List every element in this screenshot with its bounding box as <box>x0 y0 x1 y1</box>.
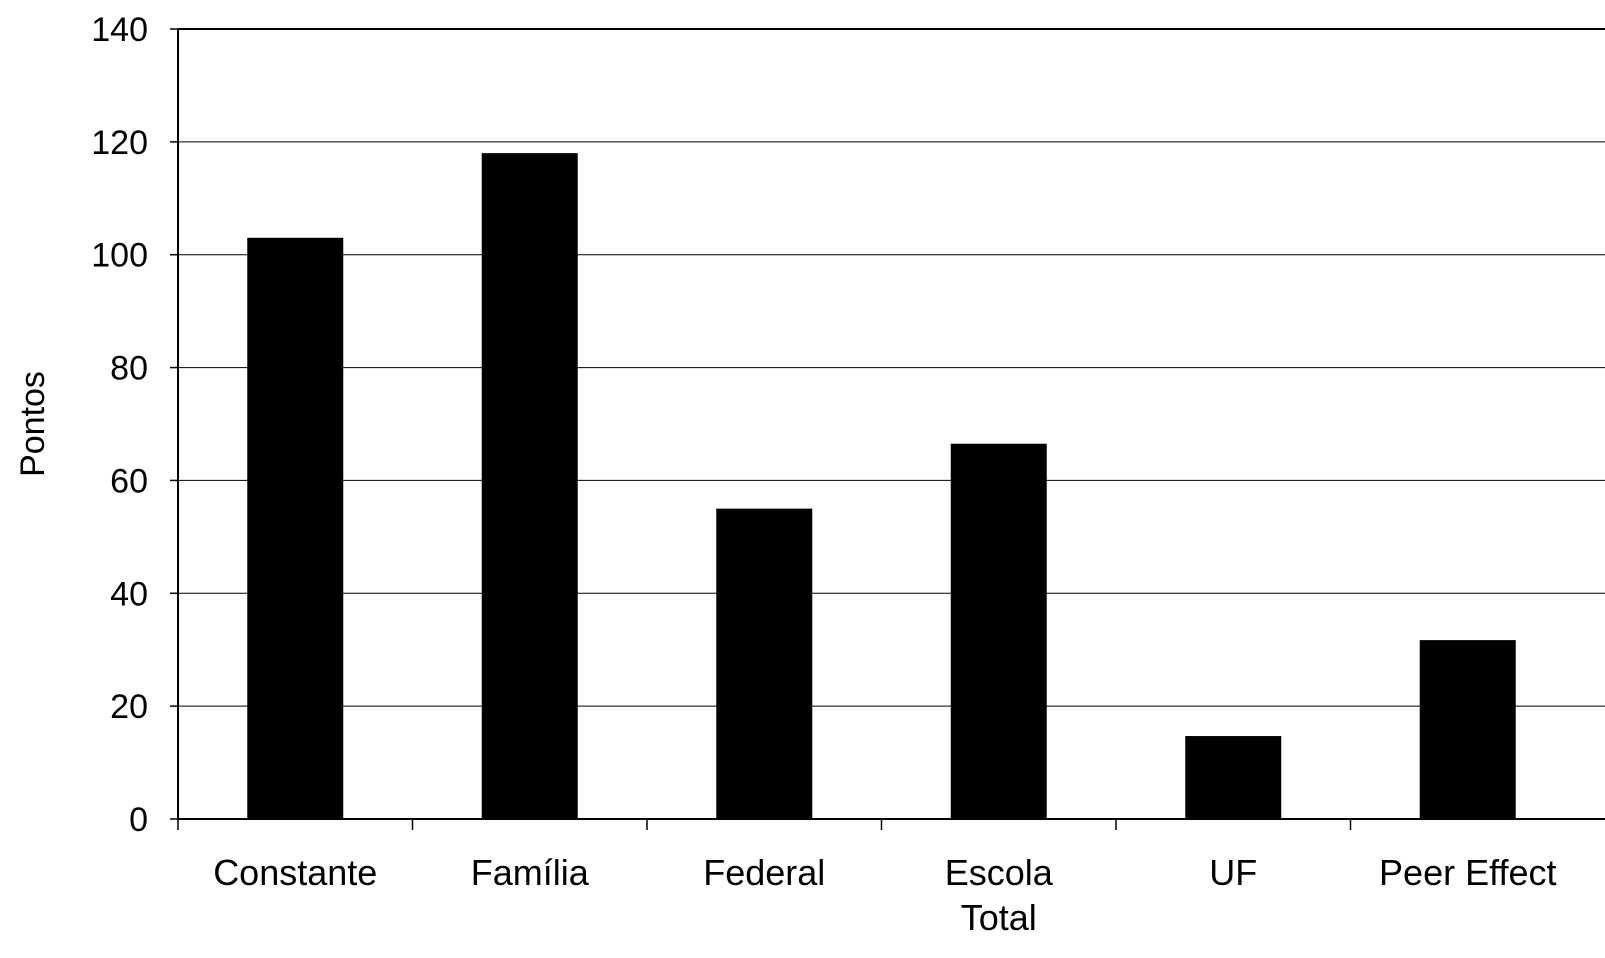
y-tick-label: 20 <box>110 688 148 726</box>
y-tick-labels: 0 20 40 60 80 100 120 140 <box>91 11 148 839</box>
bar-5 <box>1419 640 1516 819</box>
y-tick-label: 60 <box>110 462 148 500</box>
y-axis-label: Pontos <box>14 371 52 477</box>
bar-1 <box>481 153 578 820</box>
y-tick-label: 100 <box>91 237 148 275</box>
x-tick-label: Constante <box>213 852 377 893</box>
bar-3 <box>950 443 1047 819</box>
bar-0 <box>247 237 344 820</box>
x-tick-label: Federal <box>703 852 825 893</box>
bars <box>247 153 1516 820</box>
x-tick-label: Peer Effect <box>1379 852 1556 893</box>
x-tick-label: Família <box>471 852 590 893</box>
y-tick-label: 140 <box>91 11 148 49</box>
y-tick-label: 80 <box>110 350 148 388</box>
y-tick-label: 40 <box>110 575 148 613</box>
x-tick-labels: Constante Família Federal Escola Total UF Peer… <box>213 852 1556 938</box>
gridlines <box>178 28 1605 707</box>
x-tick-label: Escola Total <box>945 852 1054 938</box>
bar-4 <box>1185 736 1282 819</box>
y-tick-label: 0 <box>129 801 148 839</box>
y-tick-label: 120 <box>91 124 148 162</box>
x-tick-label: UF <box>1209 852 1257 893</box>
axes <box>170 28 1605 830</box>
bar-2 <box>716 508 813 819</box>
